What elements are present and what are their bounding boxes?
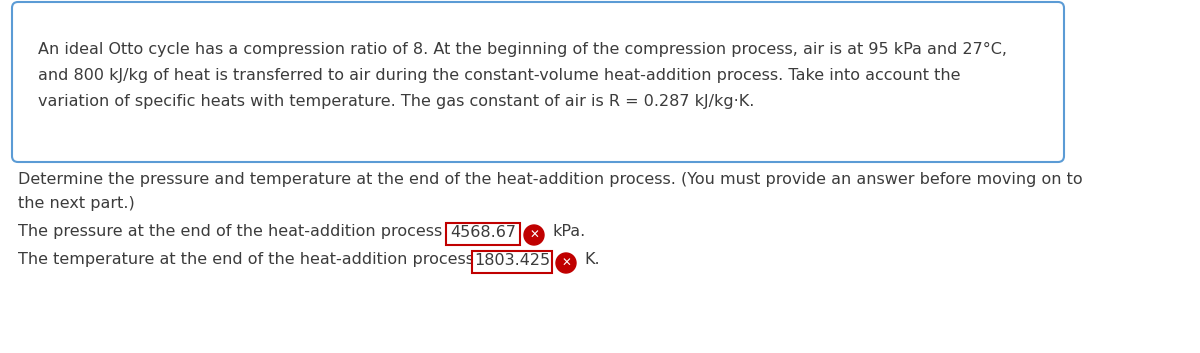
Text: The pressure at the end of the heat-addition process is: The pressure at the end of the heat-addi… bbox=[18, 224, 460, 239]
Text: kPa.: kPa. bbox=[552, 224, 586, 239]
Text: The temperature at the end of the heat-addition process is: The temperature at the end of the heat-a… bbox=[18, 252, 492, 267]
Text: Determine the pressure and temperature at the end of the heat-addition process. : Determine the pressure and temperature a… bbox=[18, 172, 1082, 187]
Text: An ideal Otto cycle has a compression ratio of 8. At the beginning of the compre: An ideal Otto cycle has a compression ra… bbox=[38, 42, 1007, 57]
Text: 1803.425: 1803.425 bbox=[474, 253, 550, 268]
Text: 4568.67: 4568.67 bbox=[450, 225, 516, 240]
FancyBboxPatch shape bbox=[446, 223, 520, 245]
Text: K.: K. bbox=[584, 252, 600, 267]
FancyBboxPatch shape bbox=[472, 251, 552, 273]
Text: ✕: ✕ bbox=[562, 257, 571, 269]
Circle shape bbox=[556, 253, 576, 273]
FancyBboxPatch shape bbox=[12, 2, 1064, 162]
Circle shape bbox=[524, 225, 544, 245]
Text: ✕: ✕ bbox=[529, 228, 539, 241]
Text: and 800 kJ/kg of heat is transferred to air during the constant-volume heat-addi: and 800 kJ/kg of heat is transferred to … bbox=[38, 68, 960, 83]
Text: the next part.): the next part.) bbox=[18, 196, 134, 211]
Text: variation of specific heats with temperature. The gas constant of air is R = 0.2: variation of specific heats with tempera… bbox=[38, 94, 755, 109]
